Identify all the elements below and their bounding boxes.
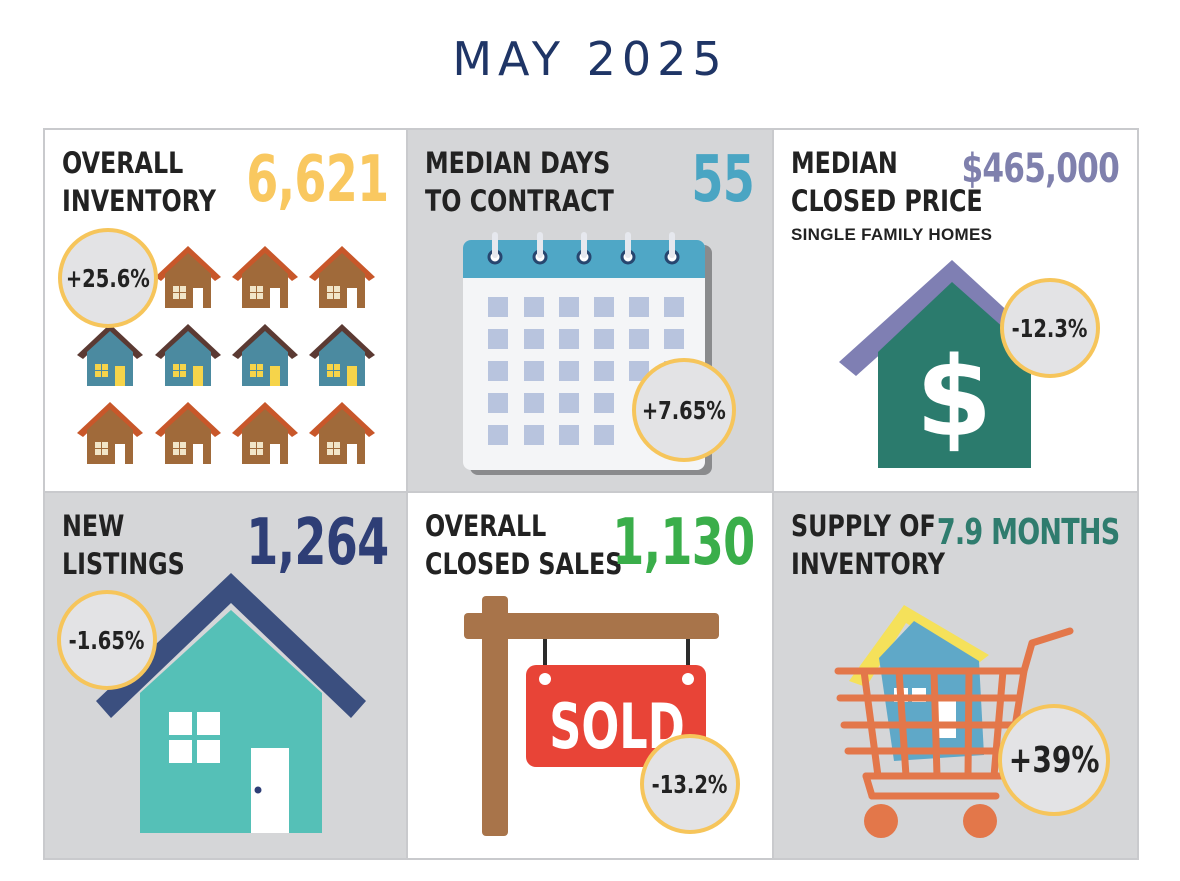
metric-value: $465,000: [961, 146, 1119, 192]
metric-value: 55: [691, 143, 754, 217]
metric-value: 1,130: [611, 506, 755, 580]
overall-inventory-panel: OVERALL INVENTORY 6,621 +25.6%: [45, 130, 406, 491]
change-badge: +39%: [998, 704, 1110, 816]
shopping-cart-house-icon: [834, 605, 1074, 838]
supply-panel: SUPPLY OF INVENTORY 7.9 MONTHS +39%: [774, 493, 1137, 858]
metric-value: 1,264: [245, 506, 389, 580]
metric-sublabel: SINGLE FAMILY HOMES: [791, 225, 993, 244]
metric-label: MEDIAN DAYS TO CONTRACT: [425, 146, 614, 218]
stats-grid: OVERALL INVENTORY 6,621 +25.6%: [43, 128, 1139, 860]
metric-label: OVERALL INVENTORY: [62, 146, 216, 218]
metric-value: 7.9 MONTHS: [936, 512, 1119, 553]
change-badge: -13.2%: [640, 734, 740, 834]
closed-sales-panel: SOLD OVERALL CLOSED SALES 1,130 -13.2%: [408, 493, 772, 858]
house-icon: [96, 573, 366, 833]
metric-label: NEW LISTINGS: [62, 509, 185, 581]
change-badge: -12.3%: [1000, 278, 1100, 378]
median-days-panel: MEDIAN DAYS TO CONTRACT 55 +7.65%: [408, 130, 772, 491]
sold-sign-icon: SOLD: [464, 596, 719, 836]
change-badge: +25.6%: [58, 228, 158, 328]
new-listings-panel: NEW LISTINGS 1,264 -1.65%: [45, 493, 406, 858]
metric-label: SUPPLY OF INVENTORY: [791, 509, 945, 581]
metric-value: 6,621: [245, 143, 389, 217]
metric-label: OVERALL CLOSED SALES: [425, 509, 623, 581]
svg-text:$: $: [916, 333, 993, 461]
change-badge: -1.65%: [57, 590, 157, 690]
metric-label: MEDIAN CLOSED PRICE: [791, 146, 983, 218]
page-title: MAY 2025: [452, 32, 728, 86]
change-badge: +7.65%: [632, 358, 736, 462]
median-price-panel: $ MEDIAN CLOSED PRICE SINGLE FAMILY HOME…: [774, 130, 1137, 491]
